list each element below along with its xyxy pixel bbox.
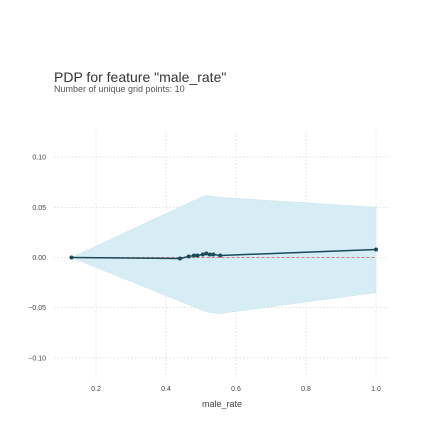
- pdp-point-8: [211, 252, 216, 257]
- x-tick-label: 0.4: [161, 386, 171, 393]
- pdp-point-10: [374, 247, 378, 252]
- x-tick-label: 0.8: [301, 386, 311, 393]
- chart-title: PDP for feature "male_rate": [54, 69, 226, 85]
- pdp-point-2: [186, 254, 191, 259]
- x-tick-label: 0.6: [231, 386, 241, 393]
- pdp-point-9: [218, 253, 223, 258]
- confidence-band: [70, 194, 377, 314]
- y-tick-label: −0.05: [28, 305, 46, 312]
- pdp-point-1: [178, 256, 182, 261]
- pdp-point-6: [204, 251, 209, 256]
- pdp-point-5: [200, 252, 205, 257]
- series-layer: [69, 247, 378, 261]
- pdp-point-4: [195, 253, 200, 258]
- chart-subtitle: Number of unique grid points: 10: [54, 84, 185, 94]
- y-tick-label: 0.00: [32, 255, 46, 262]
- confidence-band-layer: [70, 194, 377, 314]
- pdp-point-0: [69, 255, 74, 260]
- y-tick-label: −0.10: [28, 355, 46, 362]
- x-tick-label: 0.2: [91, 386, 101, 393]
- y-tick-label: 0.10: [32, 155, 46, 162]
- x-tick-label: 1.0: [371, 386, 381, 393]
- x-tick-labels: 0.2 0.4 0.6 0.8 1.0: [91, 386, 381, 393]
- x-axis-label: male_rate: [202, 399, 242, 409]
- pdp-point-7: [207, 252, 212, 257]
- y-tick-label: 0.05: [32, 205, 46, 212]
- y-tick-labels: 0.10 0.05 0.00 −0.05 −0.10: [28, 155, 46, 363]
- pdp-point-3: [192, 253, 196, 258]
